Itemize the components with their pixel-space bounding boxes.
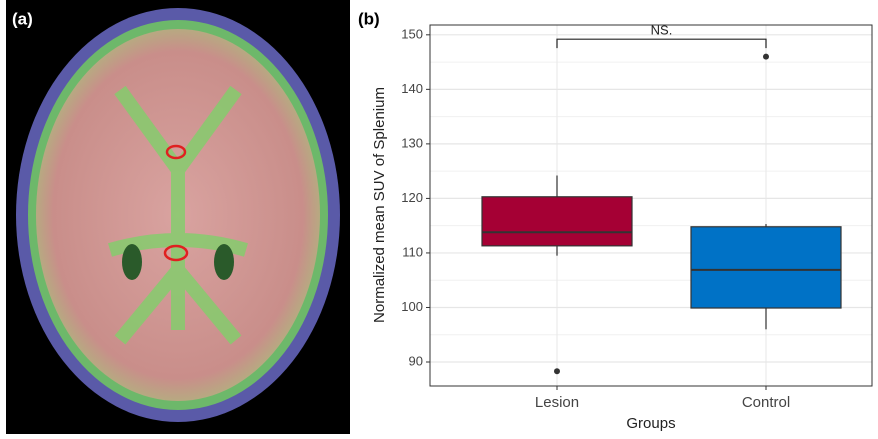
ventricle: [214, 244, 234, 280]
box: [482, 197, 632, 246]
outlier: [763, 54, 769, 60]
ventricle: [122, 244, 142, 280]
y-tick-label: 150: [401, 26, 423, 41]
brain-image: [6, 0, 350, 434]
y-tick-label: 90: [409, 353, 423, 368]
x-tick-label: Control: [742, 394, 790, 411]
box: [691, 227, 841, 308]
page: (a) (b) Normalized mean SUV of Splenium …: [0, 0, 878, 439]
y-tick-label: 120: [401, 190, 423, 205]
y-tick-label: 140: [401, 81, 423, 96]
x-tick-label: Lesion: [535, 394, 579, 411]
figure: (a) (b) Normalized mean SUV of Splenium …: [0, 0, 878, 434]
y-tick-label: 130: [401, 135, 423, 150]
panel-label: (b): [358, 9, 380, 28]
x-axis-title: Groups: [626, 415, 675, 432]
y-axis-title: Normalized mean SUV of Splenium: [371, 87, 388, 323]
y-tick-label: 110: [402, 244, 423, 259]
y-tick-label: 100: [401, 299, 423, 314]
panel-label: (a): [12, 9, 33, 28]
outlier: [554, 368, 560, 374]
